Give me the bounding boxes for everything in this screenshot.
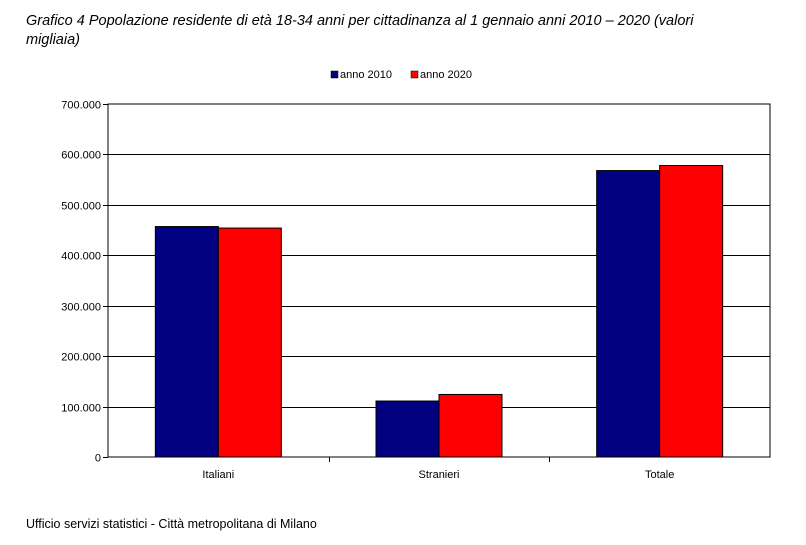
y-tick-label: 0 [95, 453, 101, 465]
x-tick-label: Stranieri [419, 469, 460, 481]
y-tick-label: 200.000 [61, 352, 101, 364]
bars [154, 165, 724, 458]
y-tick-label: 600.000 [61, 150, 101, 162]
legend-swatch [330, 70, 339, 79]
legend: anno 2010 anno 2020 [330, 69, 472, 81]
y-tick-label: 400.000 [61, 251, 101, 263]
bar [217, 227, 282, 458]
bar [438, 393, 503, 458]
y-axis: 0 100.000 200.000 300.000 400.000 500.000 600.… [61, 100, 108, 465]
x-tick-label: Totale [645, 469, 674, 481]
bar [596, 170, 661, 458]
source-note: Ufficio servizi statistici - Città metro… [26, 517, 317, 531]
legend-swatch [410, 70, 419, 79]
chart-title: Grafico 4 Popolazione residente di età 1… [26, 13, 694, 29]
x-axis: Italiani Stranieri Totale [202, 457, 674, 481]
y-tick-label: 500.000 [61, 201, 101, 213]
legend-label: anno 2020 [420, 69, 472, 81]
legend-label: anno 2010 [340, 69, 392, 81]
bar [659, 165, 724, 458]
bar [154, 226, 219, 458]
y-tick-label: 300.000 [61, 302, 101, 314]
x-tick-label: Italiani [202, 469, 234, 481]
chart-title-continuation: migliaia) [26, 32, 80, 48]
y-tick-label: 700.000 [61, 100, 101, 112]
y-tick-label: 100.000 [61, 403, 101, 415]
bar [375, 400, 440, 458]
